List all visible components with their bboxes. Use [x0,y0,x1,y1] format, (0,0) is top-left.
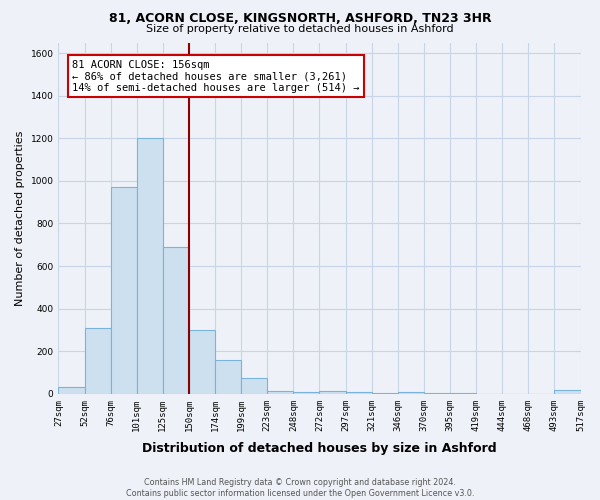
Bar [293,392,319,394]
Bar [189,330,215,394]
Bar [450,393,476,394]
Bar [110,188,137,394]
Bar [215,360,241,394]
Bar [241,378,267,394]
Text: Size of property relative to detached houses in Ashford: Size of property relative to detached ho… [146,24,454,34]
Bar [424,392,450,394]
Bar [163,247,189,394]
X-axis label: Distribution of detached houses by size in Ashford: Distribution of detached houses by size … [142,442,497,455]
Bar [85,328,110,394]
Bar [371,392,398,394]
Text: 81, ACORN CLOSE, KINGSNORTH, ASHFORD, TN23 3HR: 81, ACORN CLOSE, KINGSNORTH, ASHFORD, TN… [109,12,491,26]
Bar [267,390,293,394]
Bar [398,392,424,394]
Bar [554,390,581,394]
Bar [346,392,371,394]
Text: 81 ACORN CLOSE: 156sqm
← 86% of detached houses are smaller (3,261)
14% of semi-: 81 ACORN CLOSE: 156sqm ← 86% of detached… [72,60,359,92]
Text: Contains HM Land Registry data © Crown copyright and database right 2024.
Contai: Contains HM Land Registry data © Crown c… [126,478,474,498]
Bar [137,138,163,394]
Bar [58,388,85,394]
Y-axis label: Number of detached properties: Number of detached properties [15,130,25,306]
Bar [319,390,346,394]
